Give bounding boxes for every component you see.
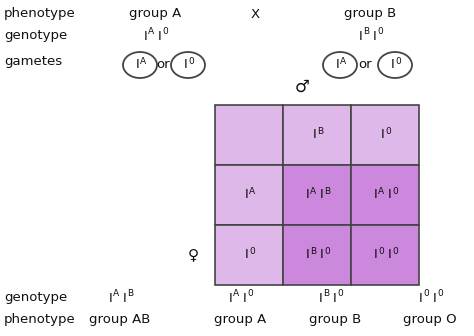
Bar bbox=[351, 105, 419, 165]
Bar bbox=[215, 165, 283, 225]
Text: I: I bbox=[245, 188, 249, 202]
Text: I: I bbox=[373, 30, 377, 42]
Text: or: or bbox=[156, 58, 170, 72]
Text: 0: 0 bbox=[378, 247, 384, 255]
Text: group AB: group AB bbox=[89, 313, 151, 327]
Text: I: I bbox=[136, 58, 140, 72]
Text: I: I bbox=[243, 292, 247, 304]
Text: X: X bbox=[250, 7, 260, 20]
Text: A: A bbox=[310, 186, 316, 196]
Text: A: A bbox=[340, 56, 346, 66]
Text: I: I bbox=[123, 292, 127, 304]
Text: 0: 0 bbox=[423, 290, 429, 298]
Text: I: I bbox=[374, 188, 378, 202]
Text: I: I bbox=[158, 30, 162, 42]
Text: phenotype: phenotype bbox=[4, 313, 76, 327]
Text: B: B bbox=[324, 186, 330, 196]
Text: group B: group B bbox=[344, 7, 396, 20]
Text: 0: 0 bbox=[392, 247, 398, 255]
Text: B: B bbox=[310, 247, 316, 255]
Text: I: I bbox=[433, 292, 437, 304]
Text: 0: 0 bbox=[395, 56, 401, 66]
Text: 0: 0 bbox=[188, 56, 194, 66]
Text: group A: group A bbox=[129, 7, 181, 20]
Text: I: I bbox=[109, 292, 113, 304]
Text: or: or bbox=[358, 58, 372, 72]
Bar bbox=[215, 105, 283, 165]
Text: I: I bbox=[245, 249, 249, 261]
Text: 0: 0 bbox=[249, 247, 255, 255]
Text: 0: 0 bbox=[247, 290, 253, 298]
Text: ♂: ♂ bbox=[294, 78, 310, 96]
Text: genotype: genotype bbox=[4, 292, 67, 304]
Text: I: I bbox=[419, 292, 423, 304]
Bar bbox=[351, 165, 419, 225]
Text: 0: 0 bbox=[385, 126, 391, 135]
Bar bbox=[283, 225, 351, 285]
Text: I: I bbox=[306, 249, 310, 261]
Text: ♀: ♀ bbox=[187, 248, 199, 262]
Text: I: I bbox=[144, 30, 148, 42]
Text: group O: group O bbox=[403, 313, 457, 327]
Text: I: I bbox=[320, 249, 324, 261]
Text: I: I bbox=[184, 58, 188, 72]
Bar bbox=[351, 225, 419, 285]
Text: A: A bbox=[140, 56, 146, 66]
Text: 0: 0 bbox=[324, 247, 330, 255]
Text: I: I bbox=[320, 188, 324, 202]
Text: A: A bbox=[113, 290, 119, 298]
Bar bbox=[283, 165, 351, 225]
Text: I: I bbox=[313, 128, 317, 141]
Text: B: B bbox=[317, 126, 323, 135]
Text: A: A bbox=[148, 28, 154, 37]
Text: B: B bbox=[127, 290, 133, 298]
Text: A: A bbox=[233, 290, 239, 298]
Bar bbox=[283, 105, 351, 165]
Text: I: I bbox=[306, 188, 310, 202]
Text: I: I bbox=[333, 292, 337, 304]
Text: group A: group A bbox=[214, 313, 266, 327]
Text: I: I bbox=[388, 249, 392, 261]
Text: I: I bbox=[381, 128, 385, 141]
Text: I: I bbox=[229, 292, 233, 304]
Text: genotype: genotype bbox=[4, 30, 67, 42]
Text: gametes: gametes bbox=[4, 55, 62, 69]
Text: B: B bbox=[323, 290, 329, 298]
Bar bbox=[215, 225, 283, 285]
Text: 0: 0 bbox=[437, 290, 443, 298]
Text: I: I bbox=[374, 249, 378, 261]
Text: A: A bbox=[249, 186, 255, 196]
Text: 0: 0 bbox=[392, 186, 398, 196]
Text: I: I bbox=[319, 292, 323, 304]
Text: A: A bbox=[378, 186, 384, 196]
Text: I: I bbox=[359, 30, 363, 42]
Text: phenotype: phenotype bbox=[4, 7, 76, 20]
Text: I: I bbox=[388, 188, 392, 202]
Text: I: I bbox=[336, 58, 340, 72]
Text: group B: group B bbox=[309, 313, 361, 327]
Text: B: B bbox=[363, 28, 369, 37]
Text: 0: 0 bbox=[377, 28, 383, 37]
Text: 0: 0 bbox=[337, 290, 343, 298]
Text: I: I bbox=[391, 58, 395, 72]
Text: 0: 0 bbox=[162, 28, 168, 37]
